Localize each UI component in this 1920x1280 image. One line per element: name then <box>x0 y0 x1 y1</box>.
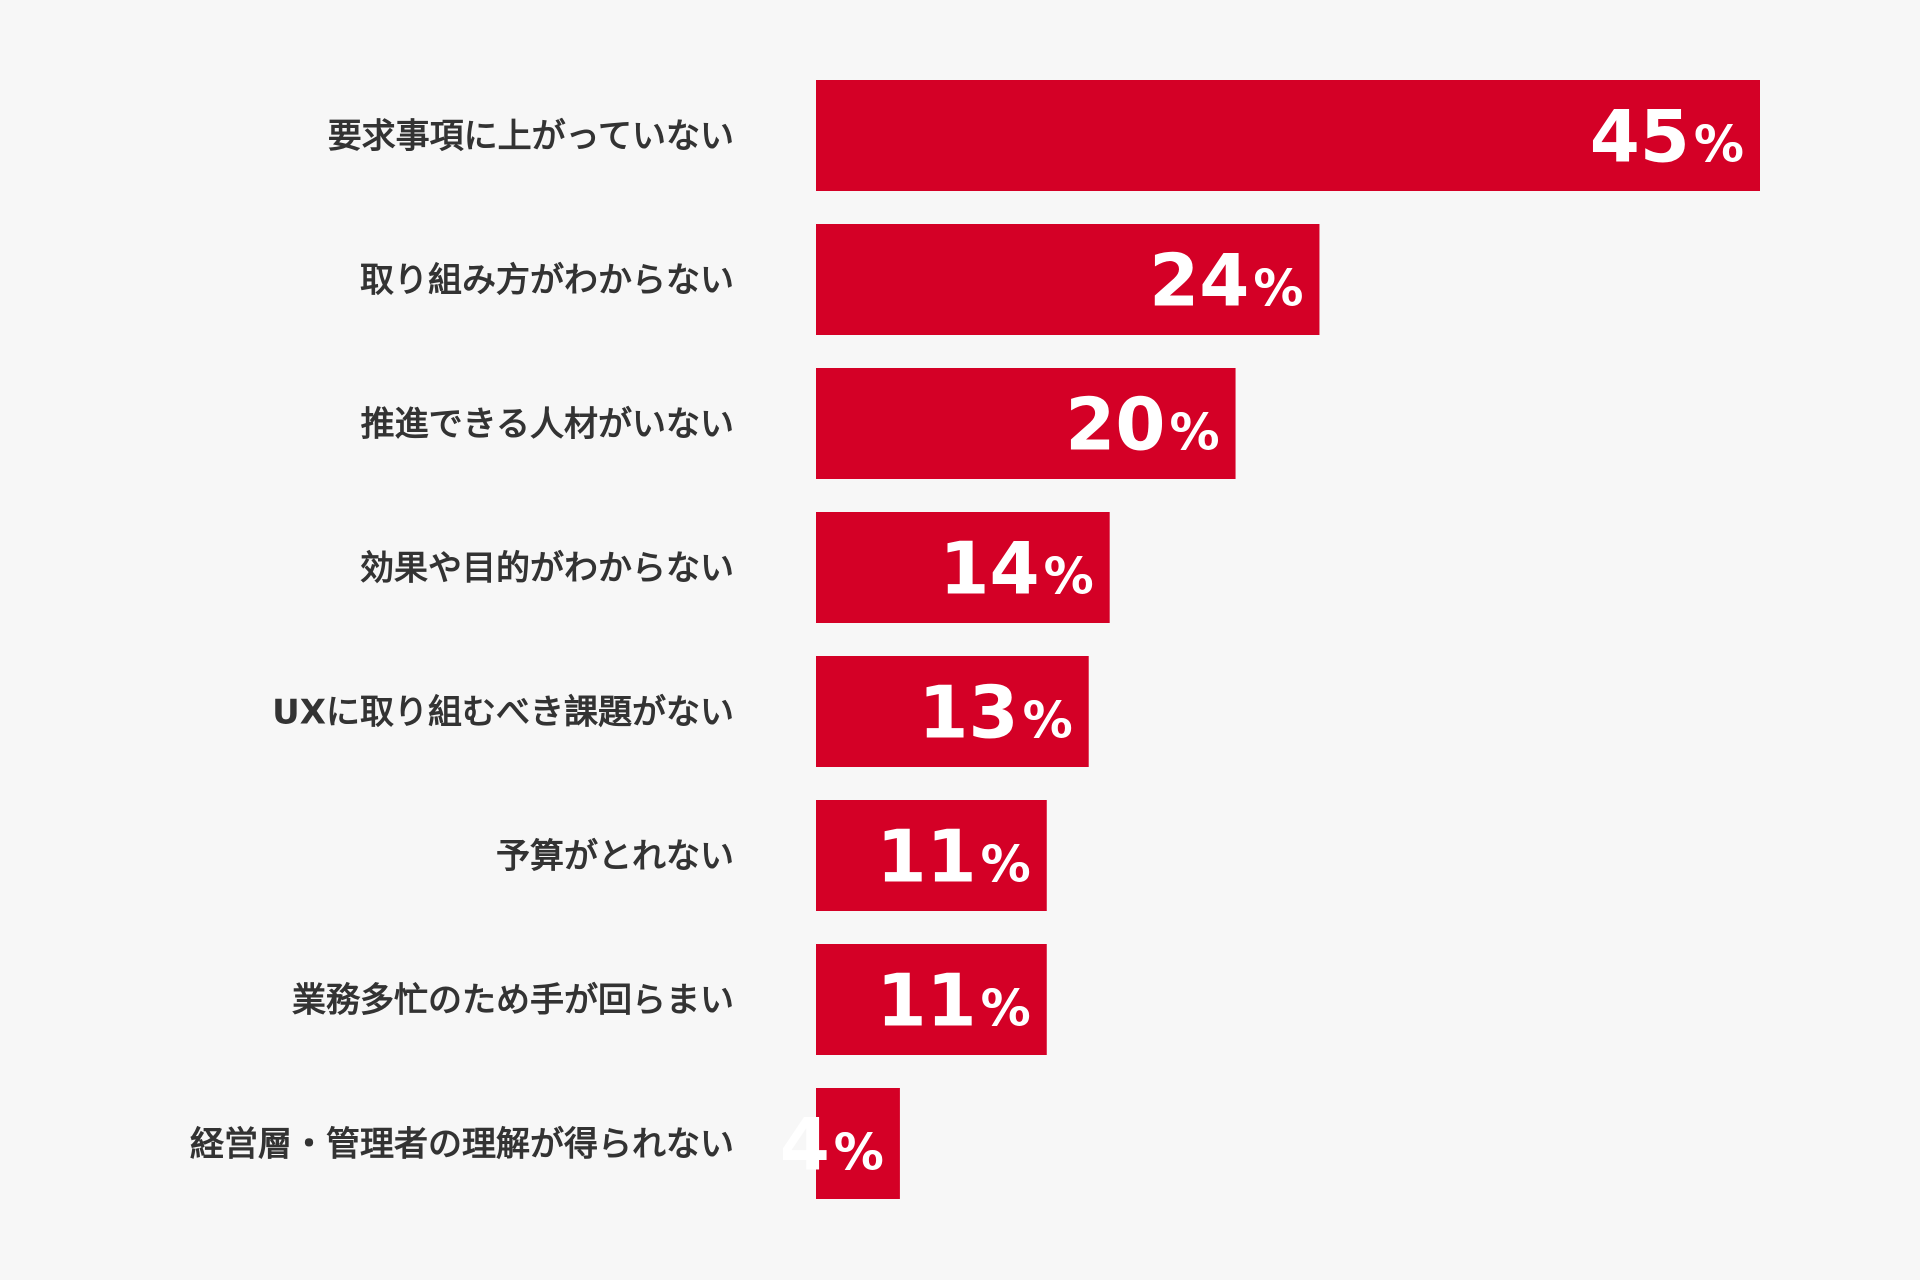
bar-8 <box>816 1088 900 1199</box>
bar-3 <box>816 368 1236 479</box>
value-label-5: 13% <box>918 671 1072 755</box>
category-label-7: 業務多忙のため手が回らまい <box>292 981 734 1021</box>
category-label-4: 効果や目的がわからない <box>360 549 734 589</box>
bar-7 <box>816 944 1047 1055</box>
value-labels-layer: 45%24%20%14%13%11%11%4% <box>780 95 1744 1187</box>
value-number-5: 13 <box>918 671 1018 755</box>
bar-1 <box>816 80 1760 191</box>
value-label-2: 24% <box>1149 239 1303 323</box>
category-label-3: 推進できる人材がいない <box>361 405 734 445</box>
value-unit-6: % <box>981 836 1031 894</box>
category-label-6: 予算がとれない <box>496 837 734 877</box>
value-label-7: 11% <box>876 959 1030 1043</box>
value-unit-4: % <box>1044 548 1094 606</box>
value-number-2: 24 <box>1149 239 1249 323</box>
value-unit-7: % <box>981 980 1031 1038</box>
bars-layer <box>816 80 1760 1199</box>
bar-2 <box>816 224 1320 335</box>
value-number-4: 14 <box>939 527 1039 611</box>
value-label-8: 4% <box>780 1103 884 1187</box>
value-label-6: 11% <box>876 815 1030 899</box>
bar-5 <box>816 656 1089 767</box>
value-number-7: 11 <box>876 959 976 1043</box>
bar-6 <box>816 800 1047 911</box>
category-label-5: UXに取り組むべき課題がない <box>272 693 734 733</box>
value-unit-5: % <box>1023 692 1073 750</box>
bar-4 <box>816 512 1110 623</box>
value-unit-8: % <box>834 1124 884 1182</box>
value-number-3: 20 <box>1065 383 1165 467</box>
value-label-4: 14% <box>939 527 1093 611</box>
value-number-1: 45 <box>1590 95 1690 179</box>
value-unit-1: % <box>1694 116 1744 174</box>
category-label-2: 取り組み方がわからない <box>360 261 734 301</box>
value-number-6: 11 <box>876 815 976 899</box>
category-label-1: 要求事項に上がっていない <box>328 117 734 157</box>
category-labels-layer: 要求事項に上がっていない取り組み方がわからない推進できる人材がいない効果や目的が… <box>190 117 734 1165</box>
value-unit-2: % <box>1253 260 1303 318</box>
value-label-3: 20% <box>1065 383 1219 467</box>
value-unit-3: % <box>1169 404 1219 462</box>
category-label-8: 経営層・管理者の理解が得られない <box>190 1125 734 1165</box>
value-number-8: 4 <box>780 1103 830 1187</box>
value-label-1: 45% <box>1590 95 1744 179</box>
